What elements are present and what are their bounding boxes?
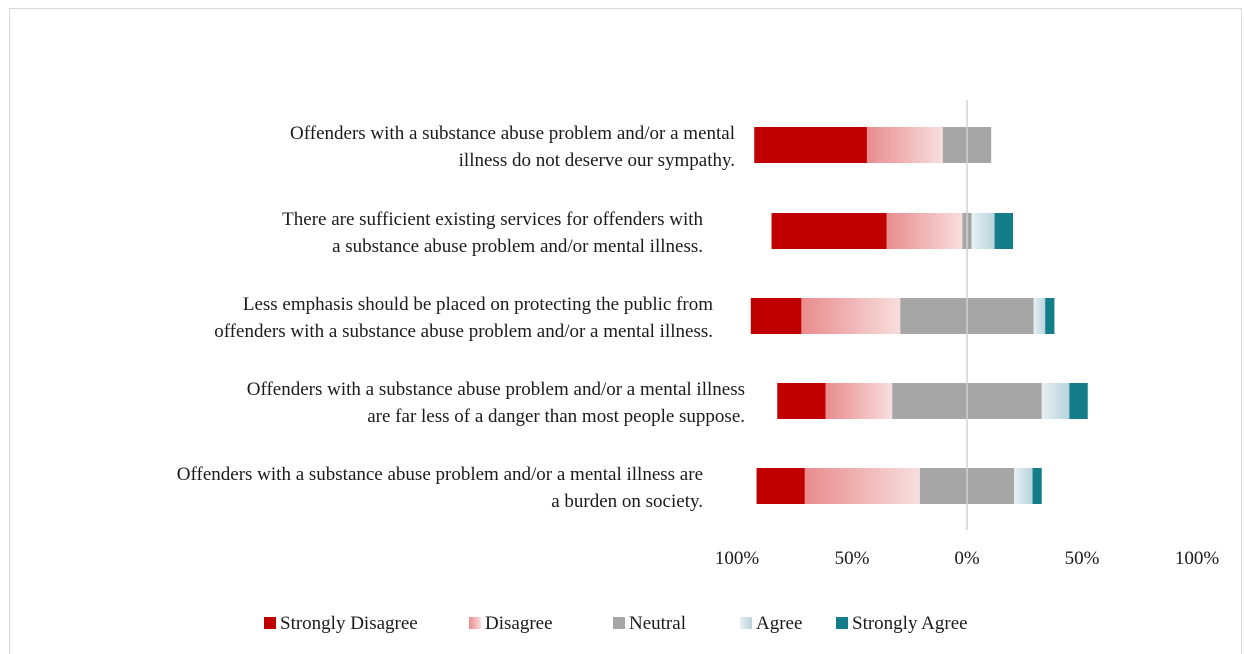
x-tick-label-2: 50% [835,548,870,569]
chart-frame [9,8,1242,654]
bar-strongly-disagree-row-2 [771,213,887,249]
category-label-line2-row-3: offenders with a substance abuse problem… [214,321,713,342]
bars-layer [750,127,1088,504]
category-label-line1-row-1: Offenders with a substance abuse problem… [290,123,735,144]
bar-agree-row-2 [971,213,995,249]
bar-disagree-row-3 [801,298,901,334]
legend-swatch-neutral [613,617,625,629]
bar-strongly-agree-row-3 [1045,298,1055,334]
bar-strongly-disagree-row-4 [777,383,826,419]
bar-strongly-disagree-row-5 [756,468,805,504]
category-label-line2-row-2: a substance abuse problem and/or mental … [332,236,703,257]
x-tick-labels: 100% 50% 0% 50% 100% [715,548,1220,569]
bar-strongly-agree-row-4 [1069,383,1088,419]
bar-disagree-row-1 [866,127,943,163]
legend-swatch-agree [740,617,752,629]
x-tick-label-1: 100% [715,548,760,569]
category-label-line1-row-2: There are sufficient existing services f… [282,209,703,230]
category-label-line2-row-4: are far less of a danger than most peopl… [367,406,745,427]
bar-agree-row-5 [1014,468,1033,504]
legend-label-agree: Agree [756,613,802,634]
category-label-line2-row-1: illness do not deserve our sympathy. [459,150,735,171]
bar-disagree-row-2 [886,213,963,249]
category-label-line1-row-4: Offenders with a substance abuse problem… [247,379,745,400]
x-tick-label-3: 0% [954,548,980,569]
category-label-line1-row-5: Offenders with a substance abuse problem… [177,464,703,485]
legend-label-disagree: Disagree [485,613,553,634]
bar-disagree-row-4 [825,383,893,419]
legend-label-neutral: Neutral [629,613,686,634]
category-label-line2-row-5: a burden on society. [551,491,703,512]
bar-strongly-agree-row-2 [994,213,1013,249]
x-tick-label-4: 50% [1065,548,1100,569]
legend-label-strongly-disagree: Strongly Disagree [280,613,418,634]
bar-disagree-row-5 [804,468,920,504]
bar-strongly-disagree-row-1 [754,127,867,163]
category-label-line1-row-3: Less emphasis should be placed on protec… [243,294,713,315]
bar-strongly-disagree-row-3 [750,298,802,334]
bar-agree-row-4 [1041,383,1070,419]
legend: Strongly Disagree Disagree Neutral Agree Str… [264,613,968,634]
x-tick-label-5: 100% [1175,548,1220,569]
legend-swatch-strongly-agree [836,617,848,629]
category-labels: Offenders with a substance abuse problem… [177,123,745,512]
legend-label-strongly-agree: Strongly Agree [852,613,968,634]
legend-swatch-strongly-disagree [264,617,276,629]
legend-swatch-disagree [469,617,481,629]
bar-agree-row-3 [1033,298,1046,334]
bar-strongly-agree-row-5 [1032,468,1042,504]
